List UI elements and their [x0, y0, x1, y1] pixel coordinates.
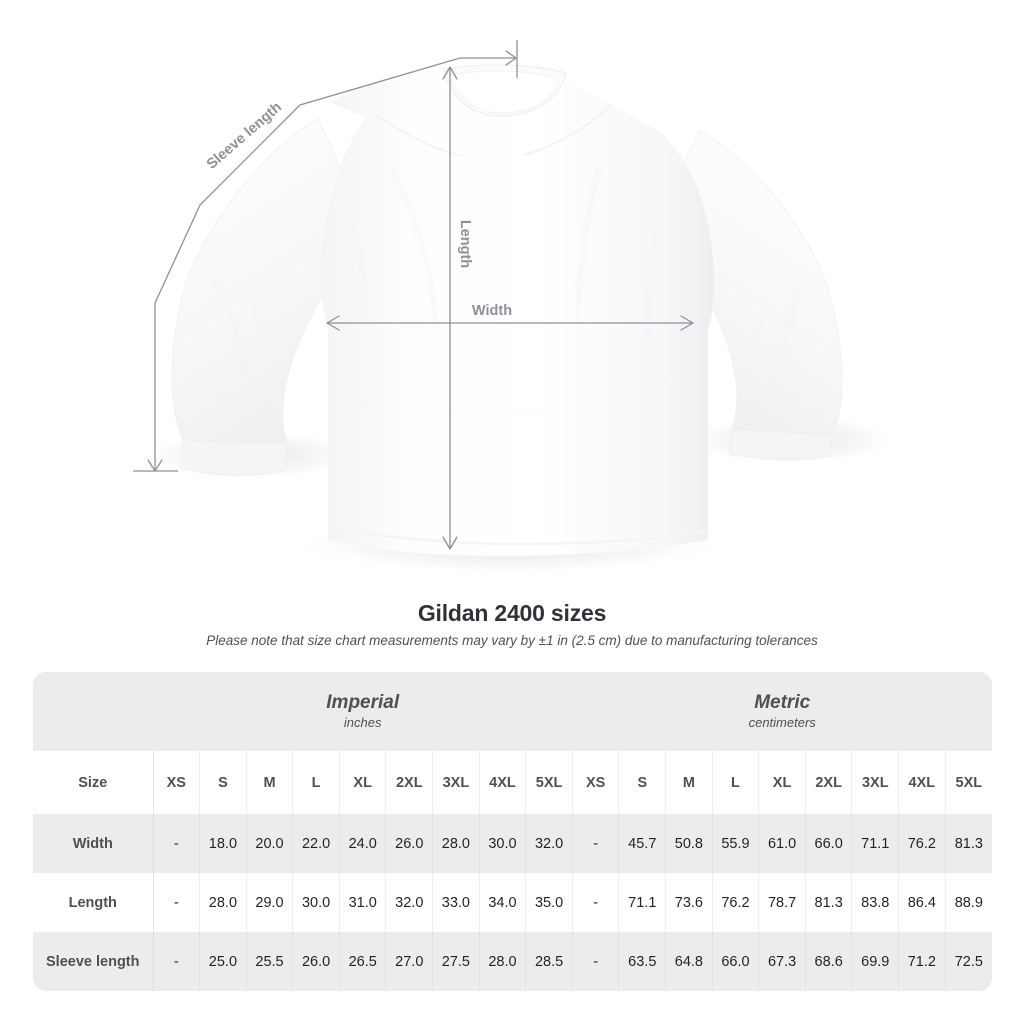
measurement-cell: 88.9 — [945, 873, 992, 932]
measurement-cell: 31.0 — [339, 873, 387, 932]
length-guide — [442, 66, 458, 550]
size-header-cell: XL — [758, 751, 806, 814]
length-label: Length — [457, 220, 473, 268]
measurement-cell: 29.0 — [246, 873, 294, 932]
measurement-cell: - — [572, 932, 620, 991]
size-header-cell: 2XL — [385, 751, 434, 814]
measurement-cell: 35.0 — [525, 873, 573, 932]
measurement-cell: - — [153, 814, 201, 873]
size-header-cell: XS — [572, 751, 620, 814]
unit-header-spacer — [33, 672, 154, 751]
measurement-cell: 68.6 — [805, 932, 853, 991]
unit-header-cell: Imperial inches — [153, 672, 573, 751]
size-header-cell: M — [665, 751, 713, 814]
size-header-cell: 4XL — [898, 751, 946, 814]
size-header-cell: 4XL — [479, 751, 527, 814]
measurement-cell: 26.0 — [292, 932, 340, 991]
size-header-cell: S — [199, 751, 247, 814]
measurement-cell: 69.9 — [851, 932, 900, 991]
unit-header-row: Imperial inches Metric centimeters — [33, 672, 992, 751]
width-label: Width — [472, 303, 512, 319]
measurement-cell: 18.0 — [199, 814, 247, 873]
size-header-cell: 3XL — [432, 751, 480, 814]
measurement-cell: 32.0 — [525, 814, 573, 873]
measurement-cell: 28.5 — [525, 932, 573, 991]
measurement-cell: 76.2 — [712, 873, 760, 932]
measurement-cell: 81.3 — [805, 873, 853, 932]
measurement-cell: 72.5 — [945, 932, 992, 991]
measurement-cell: 27.0 — [385, 932, 434, 991]
measurement-cell: 30.0 — [292, 873, 340, 932]
measurement-cell: 30.0 — [479, 814, 527, 873]
size-header-cell: 3XL — [851, 751, 900, 814]
measurement-cell: 61.0 — [758, 814, 806, 873]
measurement-cell: 66.0 — [805, 814, 853, 873]
unit-name: Metric — [754, 692, 811, 714]
shirt-illustration: Sleeve length Length Width — [133, 40, 900, 575]
measurement-cell: 86.4 — [898, 873, 946, 932]
table-row: Sleeve length -25.0 25.5 26.0 26.5 27.0 27.5 28… — [33, 932, 992, 991]
unit-subtitle: inches — [343, 714, 382, 730]
measurement-cell: 55.9 — [712, 814, 760, 873]
table-row: Length -28.0 29.0 30.0 31.0 32.0 33.0 34.0 35.0-… — [33, 873, 992, 932]
measurement-cell: 25.0 — [199, 932, 247, 991]
measurement-cell: 83.8 — [851, 873, 900, 932]
measurement-cell: 71.1 — [851, 814, 900, 873]
measurement-cell: 71.1 — [618, 873, 667, 932]
size-header-cell: 2XL — [805, 751, 853, 814]
measurement-cell: 20.0 — [246, 814, 294, 873]
measurement-cell: 26.5 — [339, 932, 387, 991]
row-label: Width — [33, 814, 154, 873]
measurement-annotations — [133, 40, 694, 550]
measurement-cell: - — [572, 873, 620, 932]
measurement-cell: 71.2 — [898, 932, 946, 991]
measurement-cell: 78.7 — [758, 873, 806, 932]
measurement-cell: 45.7 — [618, 814, 667, 873]
shirt-body — [171, 64, 843, 556]
measurement-cell: 63.5 — [618, 932, 667, 991]
measurement-cell: 50.8 — [665, 814, 713, 873]
size-header-cell: S — [618, 751, 667, 814]
measurement-cell: 67.3 — [758, 932, 806, 991]
measurement-cell: 25.5 — [246, 932, 294, 991]
measurement-cell: 76.2 — [898, 814, 946, 873]
measurement-cell: - — [572, 814, 620, 873]
width-guide — [326, 315, 694, 331]
size-chart-table: Imperial inches Metric centimeters Size XS S M L… — [33, 672, 992, 991]
size-header-cell: XL — [339, 751, 387, 814]
size-header-row: Size XS S M L XL 2XL 3XL 4XL 5XL XS S M L XL 2XL 3XL 4XL 5… — [33, 751, 992, 814]
row-label: Sleeve length — [33, 932, 154, 991]
measurement-cell: 32.0 — [385, 873, 434, 932]
page-title: Gildan 2400 sizes — [417, 600, 607, 626]
measurement-cell: 66.0 — [712, 932, 760, 991]
unit-subtitle: centimeters — [748, 714, 816, 730]
measurement-cell: 34.0 — [479, 873, 527, 932]
measurement-cell: 27.5 — [432, 932, 480, 991]
measurement-cell: 81.3 — [945, 814, 992, 873]
unit-name: Imperial — [326, 692, 400, 714]
measurement-cell: 73.6 — [665, 873, 713, 932]
measurement-cell: 64.8 — [665, 932, 713, 991]
size-header-cell: M — [246, 751, 294, 814]
row-label: Length — [33, 873, 154, 932]
size-header-cell: 5XL — [945, 751, 992, 814]
table-row: Width -18.0 20.0 22.0 24.0 26.0 28.0 30.0 32.0-4… — [33, 814, 992, 873]
measurement-cell: 28.0 — [199, 873, 247, 932]
size-header-cell: L — [712, 751, 760, 814]
size-header-cell: XS — [153, 751, 201, 814]
measurement-cell: 24.0 — [339, 814, 387, 873]
page-subtitle: Please note that size chart measurements… — [206, 633, 818, 648]
size-header-cell: 5XL — [525, 751, 573, 814]
measurement-cell: 33.0 — [432, 873, 480, 932]
measurement-cell: 28.0 — [479, 932, 527, 991]
measurement-cell: - — [153, 873, 201, 932]
measurement-cell: - — [153, 932, 201, 991]
measurement-cell: 26.0 — [385, 814, 434, 873]
sleeve-length-guide — [133, 40, 518, 472]
measurement-cell: 22.0 — [292, 814, 340, 873]
size-header-label: Size — [33, 751, 154, 814]
measurement-cell: 28.0 — [432, 814, 480, 873]
size-header-cell: L — [292, 751, 340, 814]
unit-header-cell: Metric centimeters — [572, 672, 992, 751]
